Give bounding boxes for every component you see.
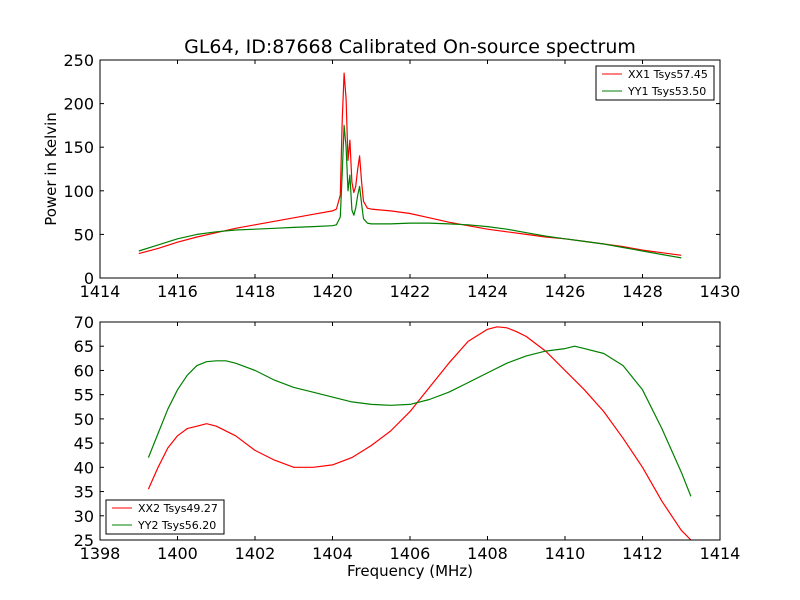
top-x-tick-label: 1428 bbox=[622, 282, 663, 301]
bottom-series-line-1 bbox=[147, 345, 692, 497]
top-y-axis-label: Power in Kelvin bbox=[42, 112, 60, 226]
bottom-series-group bbox=[147, 326, 692, 541]
top-x-tick-label: 1424 bbox=[467, 282, 508, 301]
top-y-tick-label: 150 bbox=[63, 138, 94, 157]
bottom-y-tick-label: 65 bbox=[74, 337, 94, 356]
bottom-legend-label-yy2: YY2 Tsys56.20 bbox=[137, 519, 216, 532]
top-y-tick-label: 100 bbox=[63, 182, 94, 201]
bottom-legend-box bbox=[105, 499, 225, 535]
bottom-y-tick-label: 40 bbox=[74, 458, 94, 477]
chart-title: GL64, ID:87668 Calibrated On-source spec… bbox=[184, 36, 636, 58]
bottom-legend-label-xx2: XX2 Tsys49.27 bbox=[138, 502, 218, 515]
bottom-y-tick-label: 50 bbox=[74, 410, 94, 429]
top-legend-label-yy1: YY1 Tsys53.50 bbox=[627, 85, 706, 98]
bottom-x-tick-label: 1414 bbox=[700, 544, 741, 563]
bottom-tick-group: 1398 1400 1402 1404 1406 1408 1410 1412 1414 25 30… bbox=[74, 313, 741, 563]
bottom-x-tick-label: 1410 bbox=[545, 544, 586, 563]
bottom-x-tick-label: 1406 bbox=[390, 544, 431, 563]
top-series-line-0 bbox=[138, 72, 682, 256]
top-y-tick-label: 200 bbox=[63, 95, 94, 114]
top-x-tick-label: 1414 bbox=[80, 282, 121, 301]
bottom-y-tick-label: 30 bbox=[74, 507, 94, 526]
top-x-tick-label: 1418 bbox=[235, 282, 276, 301]
bottom-x-tick-label: 1402 bbox=[235, 544, 276, 563]
top-legend-label-xx1: XX1 Tsys57.45 bbox=[628, 68, 708, 81]
bottom-legend: XX2 Tsys49.27 YY2 Tsys56.20 bbox=[105, 499, 225, 535]
top-series-group bbox=[138, 72, 682, 259]
bottom-x-axis-label: Frequency (MHz) bbox=[347, 562, 473, 580]
bottom-x-tick-label: 1404 bbox=[312, 544, 353, 563]
bottom-x-tick-label: 1398 bbox=[80, 544, 121, 563]
top-panel: GL64, ID:87668 Calibrated On-source spec… bbox=[42, 36, 740, 301]
bottom-x-tick-label: 1408 bbox=[467, 544, 508, 563]
top-legend: XX1 Tsys57.45 YY1 Tsys53.50 bbox=[595, 65, 715, 101]
top-x-tick-label: 1422 bbox=[390, 282, 431, 301]
top-y-tick-label: 50 bbox=[74, 225, 94, 244]
bottom-y-tick-label: 60 bbox=[74, 361, 94, 380]
bottom-y-tick-label: 25 bbox=[74, 531, 94, 550]
top-tick-group: 1414 1416 1418 1420 1422 1424 1426 1428 1430 0 50 1… bbox=[63, 51, 740, 301]
bottom-panel: 1398 1400 1402 1404 1406 1408 1410 1412 1414 25 30… bbox=[74, 313, 741, 580]
bottom-y-tick-label: 55 bbox=[74, 386, 94, 405]
bottom-x-tick-label: 1400 bbox=[157, 544, 198, 563]
bottom-x-tick-label: 1412 bbox=[622, 544, 663, 563]
bottom-series-line-0 bbox=[147, 326, 692, 541]
top-legend-box bbox=[595, 65, 715, 101]
bottom-y-tick-label: 70 bbox=[74, 313, 94, 332]
top-x-tick-label: 1416 bbox=[157, 282, 198, 301]
top-y-tick-label: 250 bbox=[63, 51, 94, 70]
bottom-y-tick-label: 45 bbox=[74, 434, 94, 453]
top-x-tick-label: 1430 bbox=[700, 282, 741, 301]
top-x-tick-label: 1420 bbox=[312, 282, 353, 301]
top-series-line-1 bbox=[138, 124, 682, 259]
top-y-tick-label: 0 bbox=[84, 269, 94, 288]
bottom-y-tick-label: 35 bbox=[74, 483, 94, 502]
top-x-tick-label: 1426 bbox=[545, 282, 586, 301]
